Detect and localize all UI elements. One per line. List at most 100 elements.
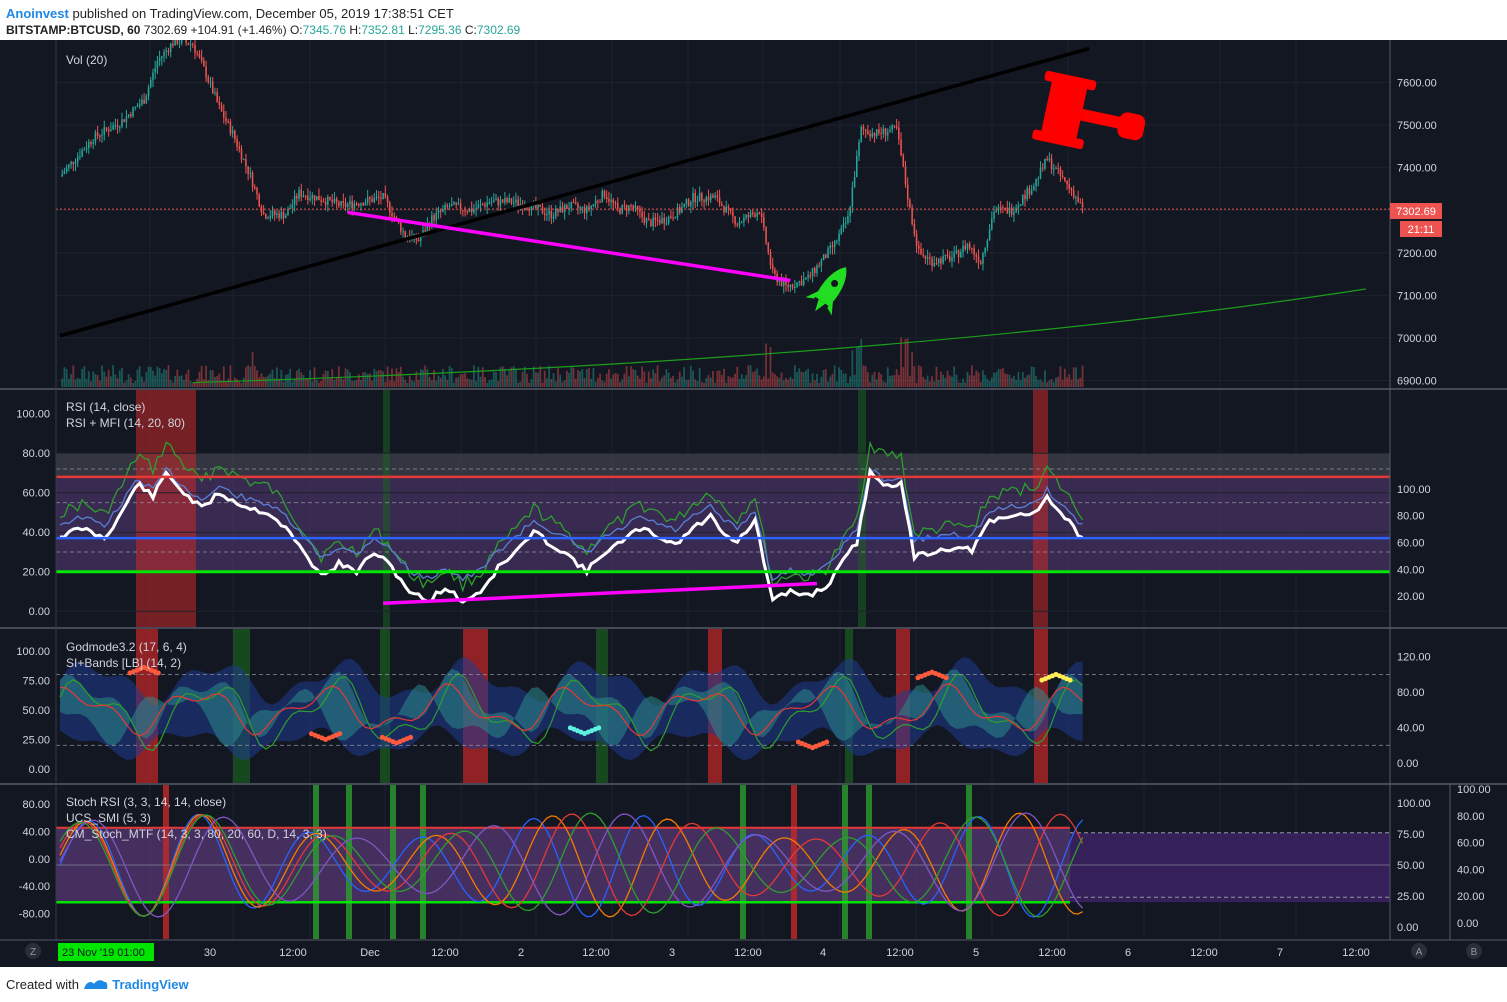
b-scale-button-label[interactable]: B (1471, 947, 1478, 958)
godmode-panel[interactable]: Godmode3.2 (17, 6, 4) SI+Bands [LB] (14,… (56, 629, 1390, 783)
volume-bar (1028, 374, 1031, 387)
volume-bar (404, 379, 407, 387)
candle-body (245, 159, 247, 167)
candle-body (96, 132, 99, 136)
volume-bar (698, 367, 701, 387)
volume-bar (222, 366, 225, 387)
candle-body (900, 139, 902, 156)
volume-bar (532, 366, 535, 387)
candle-body (1041, 167, 1044, 169)
close-value: 7302.69 (476, 23, 521, 37)
candle-body (676, 207, 679, 218)
auto-scale-button[interactable]: A (1411, 943, 1427, 959)
chart-area[interactable]: Vol (20) RSI (14, close) RSI + MFI (1 (0, 30, 1507, 967)
candle-body (975, 254, 978, 257)
volume-bar (986, 379, 989, 387)
candle-body (570, 202, 573, 209)
cm-stoch-mtf-label[interactable]: CM_Stoch_MTF (14, 3, 3, 80, 20, 60, D, 1… (66, 827, 327, 841)
volume-bar (342, 379, 345, 387)
tradingview-brand[interactable]: TradingView (112, 977, 189, 992)
candle-body (904, 166, 907, 185)
godmode-dot (155, 670, 161, 676)
volume-bar (395, 368, 398, 387)
volume-bar (933, 381, 936, 387)
volume-bar (946, 370, 949, 387)
candle-body (249, 172, 252, 174)
candle-body (490, 201, 493, 203)
volume-bar (298, 368, 300, 387)
volume-bar (169, 379, 172, 387)
volume-bar (588, 368, 590, 387)
candle-body (862, 126, 865, 130)
candle-body (92, 142, 94, 144)
chart-canvas[interactable]: Vol (20) RSI (14, close) RSI + MFI (1 (0, 30, 1507, 967)
candle-body (395, 216, 398, 219)
volume-bar (762, 376, 765, 387)
candle-body (1028, 188, 1031, 195)
candle-body (464, 210, 466, 212)
candle-body (364, 202, 367, 206)
volume-bar (271, 369, 274, 387)
candle-body (172, 43, 174, 46)
volume-bar (349, 372, 351, 387)
candle-body (196, 52, 199, 54)
candle-body (138, 104, 141, 107)
symbol-label[interactable]: BITSTAMP:BTCUSD, 60 (6, 23, 141, 37)
stoch-buy-bar (313, 785, 319, 939)
volume-bar (778, 377, 781, 387)
volume-bar (220, 380, 223, 387)
candle-body (90, 142, 92, 144)
si-bands-label[interactable]: SI+Bands [LB] (14, 2) (66, 656, 181, 670)
ascending-trendline-black[interactable] (59, 46, 1090, 338)
descending-trendline-magenta[interactable] (347, 210, 791, 283)
volume-bar (878, 372, 880, 387)
candle-body (284, 215, 287, 219)
candle-body (187, 42, 190, 45)
volume-bar (273, 378, 276, 387)
candle-body (342, 201, 345, 203)
tradingview-logo-icon (83, 977, 113, 992)
volume-bar (227, 378, 230, 387)
volume-bar (561, 381, 564, 387)
stoch-panel[interactable]: Stoch RSI (3, 3, 14, 14, close) UCS_SMI … (56, 785, 1390, 939)
zoom-button[interactable]: Z (25, 943, 41, 959)
volume-bar (141, 376, 143, 387)
candle-body (132, 107, 134, 117)
godmode-label[interactable]: Godmode3.2 (17, 6, 4) (66, 640, 187, 654)
price-panel[interactable]: Vol (20) (56, 30, 1390, 940)
rsi-mfi-label[interactable]: RSI + MFI (14, 20, 80) (66, 416, 185, 430)
volume-bar (552, 373, 555, 387)
price-axis-label: 7200.00 (1397, 248, 1437, 260)
candle-body (205, 66, 207, 78)
candle-body (320, 200, 322, 202)
zoom-button-label[interactable]: Z (30, 947, 36, 958)
author-name[interactable]: Anoinvest (6, 6, 69, 21)
volume-bar (152, 370, 154, 387)
volume-bar (725, 382, 728, 387)
axis-labels[interactable]: 7600.00 7500.00 7400.00 7200.00 7100.00 7000.… (16, 78, 1490, 934)
godmode-dot (943, 675, 949, 681)
volume-bar (913, 366, 916, 387)
volume-bar (835, 381, 838, 387)
candle-body (526, 207, 528, 210)
b-scale-button[interactable]: B (1466, 943, 1482, 959)
candle-body (223, 111, 225, 118)
rsi-divergence-line[interactable] (383, 581, 818, 606)
volume-bar (559, 374, 562, 387)
volume-bar (669, 377, 672, 387)
candle-body (524, 207, 526, 210)
rsi-label[interactable]: RSI (14, close) (66, 400, 145, 414)
time-axis-label: 12:00 (1038, 947, 1066, 959)
candle-body (931, 258, 933, 266)
candle-body (674, 217, 677, 219)
ucs-smi-label[interactable]: UCS_SMI (5, 3) (66, 811, 151, 825)
stoch-rsi-label[interactable]: Stoch RSI (3, 3, 14, 14, close) (66, 795, 226, 809)
auto-scale-button-label[interactable]: A (1416, 947, 1423, 958)
rsi-panel[interactable]: RSI (14, close) RSI + MFI (14, 20, 80) (56, 390, 1390, 627)
stoch-buy-bar (420, 785, 426, 939)
candle-body (561, 206, 564, 213)
time-axis[interactable] (0, 940, 1507, 967)
candle-body (940, 258, 942, 264)
volume-bar (915, 382, 918, 387)
volume-indicator-label[interactable]: Vol (20) (66, 53, 107, 67)
